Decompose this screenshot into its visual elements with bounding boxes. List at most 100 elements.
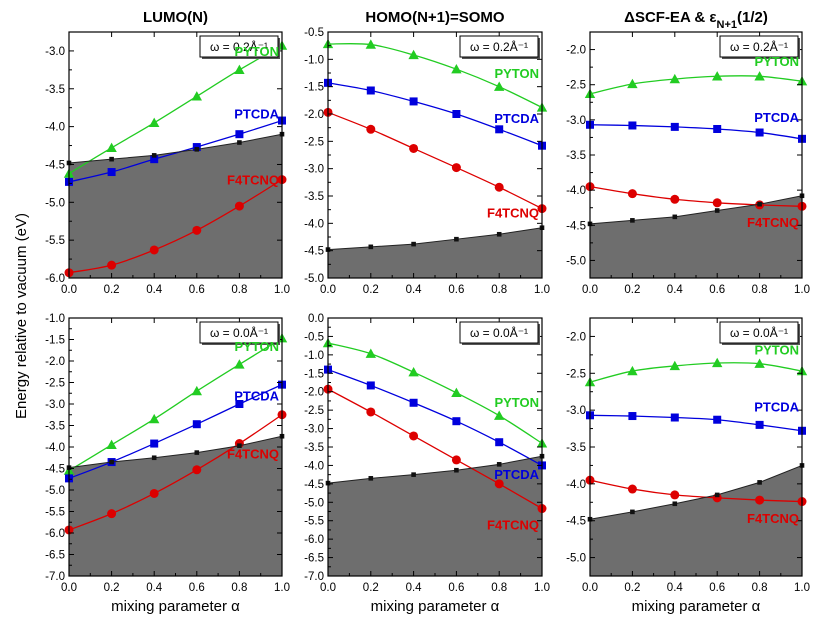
data-point-f4tcnq-3 <box>192 225 202 235</box>
series-line-pyton <box>590 362 802 383</box>
y-tick-label: -4.5 <box>566 220 586 232</box>
x-axis-label: mixing parameter α <box>371 598 500 615</box>
x-tick-label: 0.8 <box>752 284 768 296</box>
data-point-f4tcnq-1 <box>366 407 376 417</box>
data-point-baseline-4 <box>496 231 502 237</box>
omega-label: ω = 0.2Å⁻¹ <box>210 39 268 54</box>
x-tick-label: 0.2 <box>104 582 120 594</box>
series-line-ptcda <box>328 368 542 467</box>
data-point-baseline-1 <box>109 156 114 162</box>
data-point-pyton-2 <box>408 49 419 60</box>
x-tick-label: 0.0 <box>582 284 598 296</box>
data-point-pyton-4 <box>754 358 765 368</box>
y-tick-label: -5.0 <box>304 273 324 285</box>
baseline-line <box>69 435 282 469</box>
data-point-pyton-3 <box>191 385 202 396</box>
x-tick-label: 0.6 <box>189 582 205 594</box>
data-point-pyton-3 <box>712 357 723 368</box>
x-tick-label: 1.0 <box>534 284 550 296</box>
series-label-f4tcnq: F4TCNQ <box>747 511 799 526</box>
omega-box <box>459 35 539 58</box>
data-point-pyton-1 <box>106 142 117 152</box>
y-tick-label: -5.0 <box>566 255 586 267</box>
data-point-baseline-1 <box>630 218 635 223</box>
y-tick-label: -2.5 <box>304 136 324 148</box>
y-tick-label: -7.0 <box>304 571 324 583</box>
data-point-f4tcnq-4 <box>494 182 504 192</box>
data-point-f4tcnq-1 <box>366 124 376 134</box>
omega-label: ω = 0.0Å⁻¹ <box>730 325 788 340</box>
y-tick-label: -3.0 <box>304 164 324 176</box>
series-label-pyton: PYTON <box>754 343 799 358</box>
y-tick-label: -2.0 <box>45 356 65 368</box>
data-point-f4tcnq-1 <box>107 260 117 270</box>
series-label-ptcda: PTCDA <box>494 111 539 126</box>
data-point-pyton-2 <box>669 360 680 371</box>
x-tick-label: 0.4 <box>667 284 684 296</box>
data-point-f4tcnq-3 <box>712 198 722 208</box>
y-tick-label: -1.0 <box>304 350 324 362</box>
chart-panel-0: -3.0 -3.5 -4.0 -4.5 -5.0 -5.5 -6.00.0 0.2 0.4 0.6… <box>45 9 290 296</box>
y-tick-label: -5.5 <box>304 516 324 528</box>
y-tick-label: -3.5 <box>45 421 65 433</box>
omega-box <box>199 321 279 344</box>
data-point-pyton-2 <box>669 73 680 84</box>
y-tick-label: -2.0 <box>304 387 324 399</box>
x-axis-label: mixing parameter α <box>632 598 761 615</box>
y-tick-label: -6.5 <box>45 550 65 562</box>
y-tick-label: -4.0 <box>304 218 324 230</box>
panel-title: ΔSCF-EA & εN+1(1/2) <box>624 9 768 31</box>
x-tick-label: 0.0 <box>61 582 77 594</box>
shaded-region <box>590 195 802 278</box>
data-point-ptcda-3 <box>452 417 461 426</box>
data-point-ptcda-1 <box>366 86 375 95</box>
data-point-baseline-2 <box>151 153 157 158</box>
x-tick-label: 1.0 <box>534 582 550 594</box>
y-tick-label: -2.5 <box>304 405 324 417</box>
x-tick-label: 0.2 <box>363 582 379 594</box>
data-point-baseline-2 <box>411 241 416 247</box>
y-tick-label: -3.5 <box>304 191 324 203</box>
data-point-ptcda-4 <box>755 128 764 137</box>
series-label-pyton: PYTON <box>494 66 539 81</box>
omega-box <box>719 321 799 344</box>
y-tick-label: -5.0 <box>45 485 65 497</box>
x-tick-label: 1.0 <box>794 582 810 594</box>
y-tick-label: -1.5 <box>45 335 65 347</box>
data-point-f4tcnq-2 <box>149 488 159 498</box>
data-point-f4tcnq-1 <box>627 189 637 199</box>
data-point-pyton-2 <box>149 413 160 424</box>
series-label-pyton: PYTON <box>754 54 799 69</box>
y-tick-label: -6.5 <box>304 553 324 565</box>
omega-box <box>459 321 539 344</box>
data-point-pyton-3 <box>451 387 462 397</box>
y-tick-label: -3.0 <box>45 46 65 58</box>
data-point-pyton-2 <box>149 117 160 127</box>
y-tick-label: -4.5 <box>45 464 65 476</box>
x-tick-label: 0.0 <box>320 582 336 594</box>
series-label-f4tcnq: F4TCNQ <box>487 205 539 220</box>
x-tick-label: 0.6 <box>448 284 464 296</box>
series-line-f4tcnq <box>328 111 542 210</box>
data-point-pyton-4 <box>494 81 505 91</box>
y-tick-label: -4.5 <box>304 479 324 491</box>
chart-panels: -3.0 -3.5 -4.0 -4.5 -5.0 -5.5 -6.0 0.0 0.2 0.4 0.6… <box>45 9 810 615</box>
y-tick-label: -3.5 <box>304 442 324 454</box>
data-point-baseline-1 <box>368 244 374 250</box>
chart-panel-2: -2.0 -2.5 -3.0 -3.5 -4.0 -4.5 -5.0 0.0 0.2 0.4 0.6… <box>566 9 810 296</box>
data-point-ptcda-4 <box>755 420 764 429</box>
series-label-pyton: PYTON <box>234 44 279 59</box>
chart-panel-5: -2.0 -2.5 -3.0 -3.5 -4.0 -4.5 -5.0 0.0 0.2 0.4 0.6… <box>566 317 810 615</box>
series-label-pyton: PYTON <box>494 395 539 410</box>
baseline-line <box>328 227 542 251</box>
data-point-ptcda-4 <box>235 130 244 139</box>
x-tick-label: 0.4 <box>406 284 423 296</box>
y-tick-label: -6.0 <box>45 528 65 540</box>
chart-panel-3: -1.0 -1.5 -2.0 -2.5 -3.0 -3.5 -4.0 -4.5 -5.0 -5.5… <box>45 313 290 615</box>
data-point-baseline-4 <box>237 443 242 449</box>
series-line-pyton <box>328 342 542 444</box>
y-tick-label: -2.0 <box>566 331 586 343</box>
y-tick-label: -3.5 <box>566 442 586 454</box>
data-point-ptcda-2 <box>670 122 679 131</box>
data-point-baseline-2 <box>672 214 678 220</box>
